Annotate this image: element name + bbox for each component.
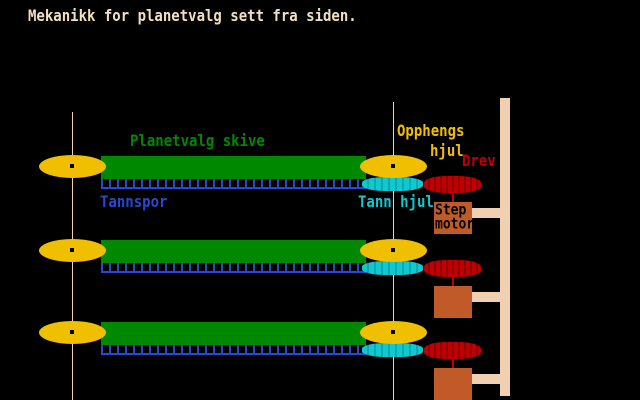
motor-label-1: Step — [435, 202, 467, 220]
rack-1 — [101, 179, 366, 189]
axle-dot — [391, 248, 395, 252]
rack-label: Tannspor — [100, 193, 168, 212]
disc-1 — [101, 156, 366, 179]
disc-3 — [101, 322, 366, 345]
drive-gear-3 — [424, 342, 481, 359]
step-motor-1: Step motor — [434, 202, 475, 234]
frame-vertical-beam — [500, 98, 510, 396]
rack-2 — [101, 263, 366, 273]
drive-gear-1 — [424, 176, 481, 193]
gear-3 — [362, 343, 423, 357]
diagram-title: Mekanikk for planetvalg sett fra siden. — [28, 7, 357, 26]
axle-dot — [70, 330, 74, 334]
motor-label-2: motor — [435, 216, 475, 234]
step-motor-3 — [434, 368, 472, 400]
drive-label: Drev — [462, 152, 496, 171]
frame-arm-3 — [472, 374, 502, 384]
rack-3 — [101, 345, 366, 355]
gear-2 — [362, 261, 423, 275]
motor-shaft-3 — [452, 357, 454, 369]
axle-dot — [391, 330, 395, 334]
step-motor-2 — [434, 286, 472, 318]
frame-arm-1 — [472, 208, 502, 218]
motor-shaft-1 — [452, 191, 454, 203]
suspension-wheel-label-1: Opphengs — [397, 122, 465, 141]
axle-dot — [70, 164, 74, 168]
motor-shaft-2 — [452, 275, 454, 287]
drive-gear-2 — [424, 260, 481, 277]
gear-label: Tann hjul — [358, 193, 434, 212]
frame-arm-2 — [472, 292, 502, 302]
axle-dot — [391, 164, 395, 168]
suspension-wheel-label-2: hjul — [430, 142, 464, 161]
axle-dot — [70, 248, 74, 252]
gear-1 — [362, 177, 423, 191]
disc-2 — [101, 240, 366, 263]
disc-label: Planetvalg skive — [130, 132, 265, 151]
